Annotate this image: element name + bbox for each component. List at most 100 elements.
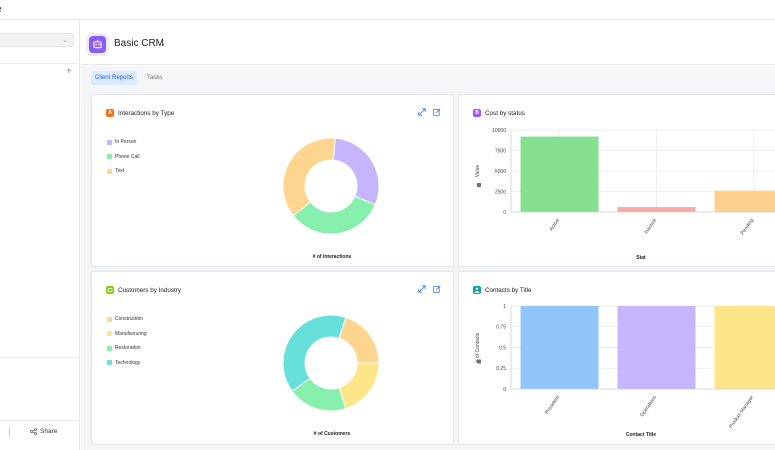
donut-slice bbox=[282, 314, 347, 392]
x-tick-label: President bbox=[544, 394, 561, 415]
bar-chart: 0 0.25 0.5 0.75 1 President Operations Product … bbox=[475, 304, 775, 438]
legend-swatch bbox=[107, 316, 112, 322]
interactions-card: A Interactions by Type In Person Phone C… bbox=[91, 94, 454, 267]
divider bbox=[9, 427, 10, 437]
chart-legend: In Person Phone Call Text bbox=[107, 135, 139, 179]
chart-x-label: # of Interactions bbox=[312, 254, 352, 260]
donut-chart bbox=[282, 314, 380, 412]
legend-label: Phone Call bbox=[115, 153, 140, 160]
edit-icon[interactable] bbox=[433, 108, 441, 116]
donut-slice bbox=[338, 362, 380, 410]
y-tick-label: 0.75 bbox=[496, 325, 506, 331]
legend-swatch bbox=[477, 359, 481, 364]
legend-label: Text bbox=[115, 168, 125, 175]
bar bbox=[714, 306, 775, 389]
share-icon bbox=[30, 428, 37, 435]
top-bar-text: e bbox=[0, 4, 2, 15]
chart-legend: Construction Manufacturing Restoration T… bbox=[107, 312, 147, 370]
customers-card: Customers by Industry Construction Manuf… bbox=[91, 271, 454, 445]
card-title: Interactions by Type bbox=[118, 109, 175, 117]
legend-item[interactable]: Phone Call bbox=[107, 150, 139, 165]
legend-item[interactable]: Manufacturing bbox=[107, 327, 147, 342]
x-axis-label: Stat bbox=[636, 255, 646, 261]
y-tick-label: 10000 bbox=[492, 128, 506, 134]
app-title: Basic CRM bbox=[114, 38, 165, 49]
legend-label: In Person bbox=[115, 139, 137, 146]
x-axis-label: Contact Title bbox=[626, 432, 656, 438]
bar bbox=[520, 306, 599, 389]
x-tick-label: Product Manager bbox=[728, 394, 755, 429]
chart-icon bbox=[473, 286, 481, 294]
card-actions bbox=[418, 108, 441, 116]
edit-icon[interactable] bbox=[433, 285, 441, 293]
bar bbox=[617, 306, 696, 389]
card-header: A Interactions by Type bbox=[106, 109, 174, 117]
y-tick-label: 0 bbox=[503, 387, 506, 393]
y-tick-label: 7500 bbox=[495, 148, 506, 154]
legend-swatch bbox=[107, 345, 112, 351]
legend-item[interactable]: Technology bbox=[107, 356, 147, 371]
legend-swatch bbox=[477, 183, 481, 187]
x-tick-label: Operations bbox=[639, 394, 658, 418]
y-tick-label: 1 bbox=[503, 304, 506, 310]
donut-slice bbox=[338, 316, 380, 364]
legend-item[interactable]: Construction bbox=[107, 312, 147, 327]
chart-icon: B bbox=[473, 109, 481, 117]
donut-chart bbox=[282, 137, 380, 235]
legend-swatch bbox=[107, 360, 112, 366]
chevron-down-icon[interactable]: ⌄ bbox=[160, 41, 166, 48]
legend-label: Restoration bbox=[115, 345, 141, 352]
y-tick-label: 2500 bbox=[495, 189, 506, 195]
robot-icon bbox=[93, 39, 102, 49]
card-title: Customers by Industry bbox=[118, 286, 181, 294]
share-button[interactable]: Share bbox=[30, 428, 57, 435]
legend-item[interactable]: In Person bbox=[107, 135, 139, 150]
expand-icon[interactable] bbox=[418, 285, 426, 293]
workspace-select[interactable]: ⌄ bbox=[0, 33, 74, 47]
chevron-down-icon: ⌄ bbox=[62, 37, 68, 44]
donut-slice bbox=[282, 137, 336, 217]
app-header: Basic CRM ⌄ bbox=[81, 20, 775, 65]
legend-swatch bbox=[107, 139, 112, 145]
y-axis-label: Value bbox=[475, 165, 481, 178]
card-title: Contacts by Title bbox=[485, 286, 532, 294]
divider bbox=[0, 63, 80, 64]
legend-label: Manufacturing bbox=[115, 330, 147, 337]
share-label: Share bbox=[40, 428, 58, 435]
app-icon bbox=[89, 36, 106, 53]
cost-card: B Cost by status 0 2500 5000 7500 10000 Activ… bbox=[458, 94, 775, 267]
x-tick-label: Active bbox=[548, 218, 561, 233]
card-header: Contacts by Title bbox=[473, 286, 532, 294]
legend-item[interactable]: Text bbox=[107, 164, 139, 179]
person-icon bbox=[474, 287, 480, 293]
chart-x-label: # of Customers bbox=[313, 431, 351, 437]
x-tick-label: Pending bbox=[740, 218, 756, 237]
expand-icon[interactable] bbox=[418, 108, 426, 116]
robot-icon bbox=[107, 288, 113, 293]
chart-icon: A bbox=[106, 109, 114, 117]
contacts-card: Contacts by Title 0 0.25 0.5 0.75 1 President… bbox=[458, 271, 775, 445]
bar bbox=[617, 207, 696, 212]
legend-item[interactable]: Restoration bbox=[107, 341, 147, 356]
x-tick-label: Inactive bbox=[643, 218, 658, 236]
y-axis-label: # of Contacts bbox=[475, 332, 481, 362]
dashboard-content: Client Reports Tasks A Interactions by T… bbox=[81, 66, 775, 450]
legend-swatch bbox=[107, 154, 112, 160]
card-header: Customers by Industry bbox=[106, 286, 181, 294]
y-tick-label: 0.5 bbox=[499, 345, 506, 351]
legend-label: Technology bbox=[115, 359, 141, 366]
y-tick-label: 5000 bbox=[495, 169, 506, 175]
tab-tasks[interactable]: Tasks bbox=[147, 75, 163, 81]
legend-label: Construction bbox=[115, 316, 144, 323]
bar bbox=[714, 190, 775, 212]
y-tick-label: 0 bbox=[503, 210, 506, 216]
add-icon[interactable]: + bbox=[66, 66, 72, 77]
tab-client-reports[interactable]: Client Reports bbox=[91, 71, 138, 85]
card-header: B Cost by status bbox=[473, 109, 525, 117]
donut-slice bbox=[292, 195, 376, 235]
y-tick-label: 0.25 bbox=[496, 366, 506, 372]
card-actions bbox=[418, 285, 441, 293]
legend-swatch bbox=[107, 168, 112, 174]
donut-slice bbox=[332, 137, 380, 206]
divider bbox=[0, 420, 80, 421]
